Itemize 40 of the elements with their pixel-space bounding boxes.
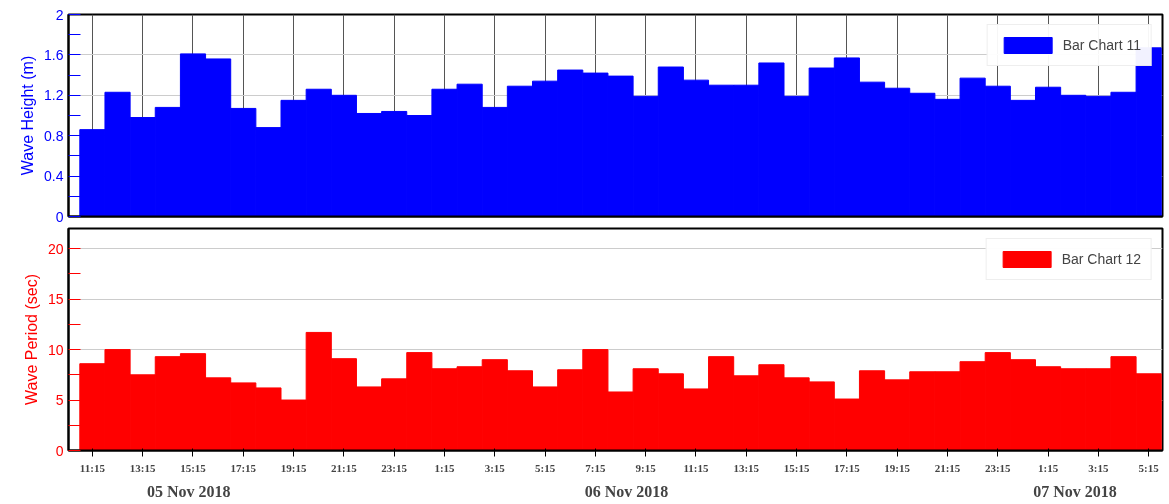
x-tick-label: 11:15 (683, 461, 710, 474)
x-tick-label: 13:15 (733, 461, 760, 474)
x-tick-label: 1:15 (434, 461, 456, 474)
x-tick-label: 17:15 (230, 461, 257, 474)
x-tick-label: 7:15 (585, 461, 606, 474)
x-tick-label: 3:15 (1088, 461, 1109, 474)
y-tick-label: 15 (47, 291, 64, 308)
x-tick-label: 5:15 (1138, 461, 1160, 474)
x-tick-label: 19:15 (884, 461, 911, 474)
x-tick-label: 1:15 (1037, 461, 1059, 474)
x-tick-label: 21:15 (934, 461, 961, 474)
text: 05 Nov 2018 (147, 482, 231, 500)
x-tick-label: 5:15 (535, 461, 556, 474)
y-tick-label: 0 (55, 442, 64, 459)
x-tick-label: 21:15 (331, 461, 358, 474)
y-tick-label: 0.8 (44, 127, 64, 144)
y-tick-label: 1.2 (44, 87, 64, 104)
legend-label: Bar Chart 11 (1062, 37, 1141, 53)
x-tick-label: 19:15 (280, 461, 307, 474)
x-tick-label: 11:15 (79, 461, 106, 474)
x-tick-label: 23:15 (381, 461, 408, 474)
x-tick-label: 3:15 (484, 461, 506, 474)
y-tick-label: 1.6 (44, 46, 64, 63)
y-axis-title: Wave Height (m) (19, 55, 37, 176)
y-tick-label: 5 (55, 392, 64, 409)
text: 06 Nov 2018 (584, 482, 669, 500)
x-tick-label: 13:15 (129, 461, 157, 474)
legend-label: Bar Chart 12 (1061, 251, 1141, 267)
y-tick-label: 0 (55, 208, 64, 225)
y-tick-label: 0.4 (44, 168, 64, 185)
x-tick-label: 9:15 (635, 461, 657, 474)
x-tick-label: 15:15 (180, 461, 207, 474)
y-axis-title: Wave Period (sec) (22, 274, 40, 405)
y-tick-label: 20 (47, 240, 64, 257)
x-tick-label: 15:15 (783, 461, 810, 474)
y-tick-label: 10 (47, 341, 64, 358)
x-tick-label: 17:15 (834, 461, 861, 474)
x-tick-label: 23:15 (984, 461, 1012, 474)
y-tick-label: 2 (55, 6, 64, 23)
text: 07 Nov 2018 (1033, 482, 1117, 500)
